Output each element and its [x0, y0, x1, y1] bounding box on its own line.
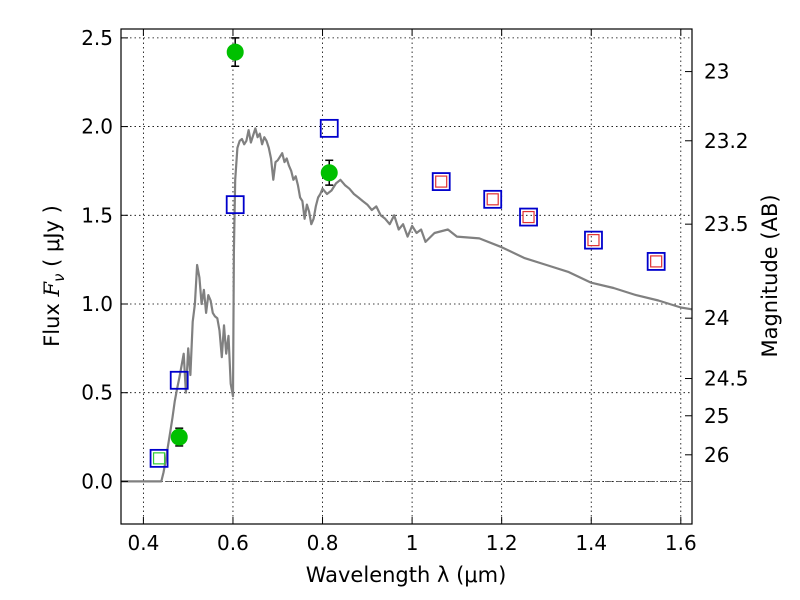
y-tick-label: 2.5: [81, 26, 113, 50]
y2-tick-label: 24.5: [704, 367, 749, 391]
y2-tick-label: 23: [704, 60, 729, 84]
model-photometry-box: [483, 189, 503, 209]
observed-point: [226, 43, 244, 61]
y-tick-label: 1.0: [81, 292, 113, 316]
y-tick-label: 1.5: [81, 203, 113, 227]
model-photometry-inner-box: [486, 193, 499, 206]
x-tick-label: 1.4: [575, 531, 607, 555]
x-tick-label: 0.8: [307, 531, 339, 555]
y-tick-label: 0.0: [81, 469, 113, 493]
model-photometry-box: [519, 207, 538, 227]
y-axis-label: Flux Fν ( μJy ): [40, 205, 68, 347]
y-axis-label-subscript: ν: [50, 274, 68, 282]
plot-frame: [120, 28, 693, 525]
model-photometry-inner-box: [152, 452, 166, 465]
observed-point: [320, 164, 338, 182]
model-photometry-box: [169, 370, 189, 390]
model-photometry-box: [646, 252, 666, 271]
y2-tick-label: 23.5: [704, 212, 749, 236]
y2-tick-label: 24: [704, 306, 729, 330]
y-axis-label-suffix: ( μJy ): [40, 205, 64, 273]
model-photometry-box: [225, 195, 245, 215]
x-axis-label: Wavelength λ (μm): [306, 563, 507, 587]
grid: [121, 29, 692, 524]
plot-series: [121, 37, 693, 483]
y2-axis-label: Magnitude (AB): [758, 194, 782, 357]
model-photometry-box: [431, 172, 451, 191]
observed-point: [170, 428, 188, 446]
model-photometry-inner-box: [587, 234, 600, 247]
model-photometry-inner-box: [435, 175, 448, 188]
y-tick-label: 2.0: [81, 115, 113, 139]
x-tick-label: 1.6: [665, 531, 697, 555]
y-tick-label: 0.5: [81, 381, 113, 405]
x-tick-label: 1: [406, 531, 419, 555]
axes: 0.4 0.6 0.8 1 1.2 1.4 1.6 0.0 0.5 1.0 1.5 2.0 2.5 23 2…: [81, 26, 748, 555]
y-axis-label-prefix: Flux: [40, 297, 64, 347]
model-photometry-inner-box: [650, 255, 663, 268]
x-tick-label: 1.2: [486, 531, 518, 555]
x-tick-label: 0.6: [217, 531, 249, 555]
model-spectrum-line: [121, 127, 693, 483]
y2-tick-label: 25: [704, 404, 729, 428]
y2-tick-label: 23.2: [704, 129, 749, 153]
y2-tick-label: 26: [704, 443, 729, 467]
model-photometry-box: [584, 230, 603, 250]
y-axis-label-symbol: F: [40, 281, 64, 298]
model-photometry-box: [319, 118, 339, 138]
x-tick-label: 0.4: [127, 531, 159, 555]
model-photometry-inner-box: [522, 210, 535, 224]
model-photometry-box: [149, 448, 169, 468]
